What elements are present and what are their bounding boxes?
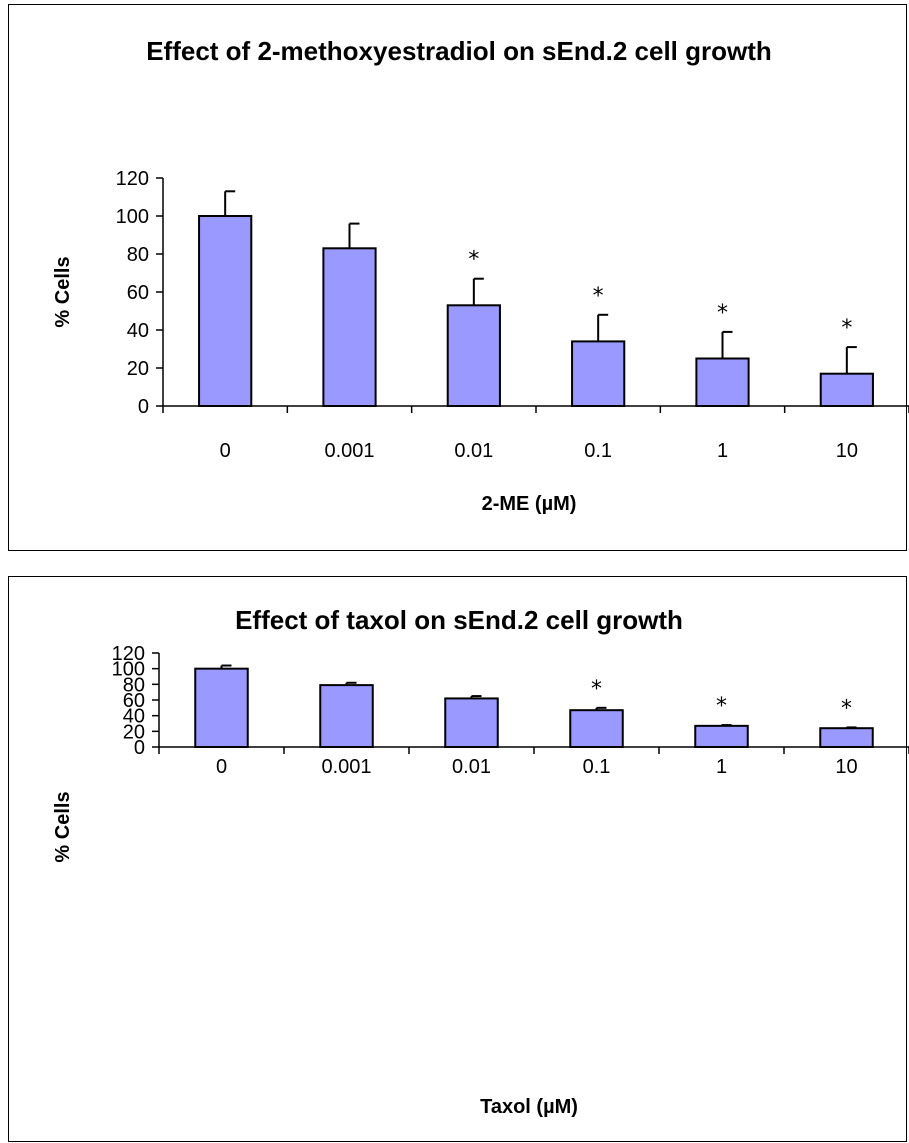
bar-0.001	[319, 684, 374, 749]
y-tick-label: 40	[123, 706, 145, 728]
y-tick-label: 0	[138, 396, 149, 418]
bar-0.01	[444, 697, 499, 748]
chart-panel-taxol: Effect of taxol on sEnd.2 cell growth Ta…	[8, 576, 909, 1142]
y-tick-label: 120	[112, 643, 145, 665]
x-tick-label: 0	[220, 440, 231, 462]
significance-marker: *	[716, 694, 727, 719]
chart-taxol-svg: Effect of taxol on sEnd.2 cell growth Ta…	[52, 605, 909, 1118]
bar-1	[695, 357, 750, 407]
significance-marker: *	[468, 248, 479, 273]
significance-marker: *	[841, 696, 852, 721]
y-axis-title: % Cells	[52, 791, 74, 862]
y-tick-label: 40	[127, 320, 149, 342]
significance-marker: *	[593, 284, 604, 309]
y-tick-label: 20	[123, 721, 145, 743]
plot-area: 0 20 40 60 80 100 120 0 0.001 * 0.01 * 0.1 * 1 * 10	[116, 168, 909, 462]
bar-0.1	[569, 709, 624, 748]
bar-0	[198, 215, 253, 407]
x-tick-label: 0.1	[583, 756, 611, 778]
significance-marker: *	[717, 301, 728, 326]
x-tick-label: 1	[716, 756, 727, 778]
y-tick-label: 0	[134, 737, 145, 759]
x-tick-label: 10	[835, 756, 857, 778]
x-axis-title: Taxol (µM)	[480, 1096, 578, 1118]
chart-2me-svg: Effect of 2-methoxyestradiol on sEnd.2 c…	[52, 36, 909, 515]
x-axis-title: 2-ME (µM)	[482, 493, 577, 515]
bar-0.1	[571, 340, 626, 407]
y-tick-label: 100	[112, 659, 145, 681]
x-tick-label: 0.01	[452, 756, 491, 778]
significance-marker: *	[841, 316, 852, 341]
y-tick-label: 20	[127, 358, 149, 380]
y-tick-label: 80	[127, 244, 149, 266]
x-tick-label: 0	[216, 756, 227, 778]
y-tick-label: 120	[116, 168, 149, 190]
x-tick-label: 0.01	[454, 440, 493, 462]
bar-10	[819, 727, 874, 748]
bar-0.01	[446, 304, 501, 407]
chart-panel-2me: Effect of 2-methoxyestradiol on sEnd.2 c…	[8, 4, 909, 551]
y-tick-label: 60	[123, 690, 145, 712]
chart-title: Effect of 2-methoxyestradiol on sEnd.2 c…	[146, 36, 772, 66]
x-tick-label: 10	[836, 440, 858, 462]
significance-marker: *	[591, 677, 602, 702]
x-tick-label: 1	[717, 440, 728, 462]
bar-0	[194, 667, 249, 748]
bar-10	[819, 372, 874, 408]
x-tick-label: 0.001	[321, 756, 371, 778]
chart-title: Effect of taxol on sEnd.2 cell growth	[235, 605, 683, 635]
y-tick-label: 60	[127, 282, 149, 304]
y-tick-label: 80	[123, 674, 145, 696]
bar-0.001	[322, 247, 377, 407]
x-tick-label: 0.001	[324, 440, 374, 462]
bar-1	[694, 724, 749, 749]
y-axis-title: % Cells	[52, 256, 74, 327]
y-tick-label: 100	[116, 206, 149, 228]
x-tick-label: 0.1	[584, 440, 612, 462]
